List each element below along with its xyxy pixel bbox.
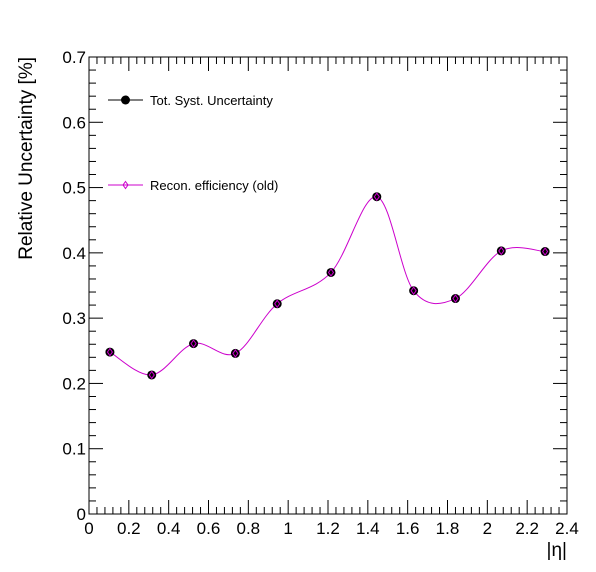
y-tick-label: 0.1 — [62, 440, 86, 459]
x-tick-label: 0.4 — [157, 519, 181, 538]
legend-entry-tot-syst: Tot. Syst. Uncertainty — [108, 93, 273, 108]
recon-efficiency-point — [410, 286, 417, 296]
tot-syst-point — [105, 347, 115, 357]
x-axis: 0 0.2 0.4 0.6 0.8 1 1.2 1.4 1.6 1.8 2 2.2 2.4 — [84, 57, 579, 538]
y-axis-title: Relative Uncertainty [%] — [16, 57, 37, 260]
plot-frame — [88, 56, 568, 515]
series-layer — [105, 192, 550, 380]
x-tick-label: 2.2 — [515, 519, 539, 538]
tot-syst-point — [496, 246, 506, 256]
x-axis-title: |η| — [547, 540, 567, 561]
y-tick-label: 0.4 — [62, 244, 86, 263]
tot-syst-point — [326, 267, 336, 277]
x-tick-label: 1.6 — [396, 519, 420, 538]
recon-efficiency-curve — [109, 196, 546, 376]
y-tick-label: 0 — [77, 505, 86, 524]
legend-label: Tot. Syst. Uncertainty — [150, 93, 273, 108]
recon-efficiency-point — [148, 370, 155, 380]
recon-efficiency-point — [452, 294, 459, 303]
tot-syst-point — [230, 348, 240, 358]
legend: Tot. Syst. Uncertainty Recon. efficiency … — [108, 93, 278, 193]
legend-marker-diamond — [122, 180, 129, 190]
y-tick-label: 0.6 — [62, 113, 86, 132]
recon-efficiency-point — [106, 347, 114, 357]
recon-efficiency-point — [232, 349, 239, 358]
recon-efficiency-point — [541, 247, 549, 256]
recon-efficiency-point — [274, 299, 281, 309]
recon-efficiency-point — [373, 192, 380, 202]
tot-syst-point — [189, 339, 199, 349]
legend-marker-circle — [121, 95, 130, 105]
x-tick-label: 2 — [483, 519, 492, 538]
x-tick-label: 0.8 — [237, 519, 261, 538]
x-tick-label: 1.8 — [436, 519, 460, 538]
tot-syst-point — [372, 192, 382, 202]
y-axis: 0 0.1 0.2 0.3 0.4 0.5 0.6 0.7 — [62, 48, 567, 524]
tot-syst-point — [409, 286, 419, 296]
recon-efficiency-point — [190, 339, 197, 348]
tot-syst-point — [147, 370, 157, 380]
y-tick-label: 0.5 — [62, 179, 86, 198]
y-tick-label: 0.2 — [62, 374, 86, 393]
x-tick-label: 1 — [283, 519, 292, 538]
x-tick-label: 0.2 — [117, 519, 141, 538]
x-tick-label: 1.4 — [356, 519, 380, 538]
legend-entry-recon-eff: Recon. efficiency (old) — [108, 178, 278, 193]
x-tick-label: 2.4 — [555, 519, 579, 538]
recon-efficiency-point — [327, 268, 335, 277]
x-tick-label: 0.6 — [197, 519, 221, 538]
y-tick-label: 0.7 — [62, 48, 86, 67]
recon-efficiency-point — [498, 246, 505, 256]
legend-label: Recon. efficiency (old) — [150, 178, 278, 193]
x-tick-label: 0 — [84, 519, 93, 538]
tot-syst-point — [450, 294, 460, 304]
y-tick-label: 0.3 — [62, 309, 86, 328]
tot-syst-point — [272, 299, 282, 309]
x-tick-label: 1.2 — [316, 519, 340, 538]
tot-syst-point — [540, 247, 550, 257]
